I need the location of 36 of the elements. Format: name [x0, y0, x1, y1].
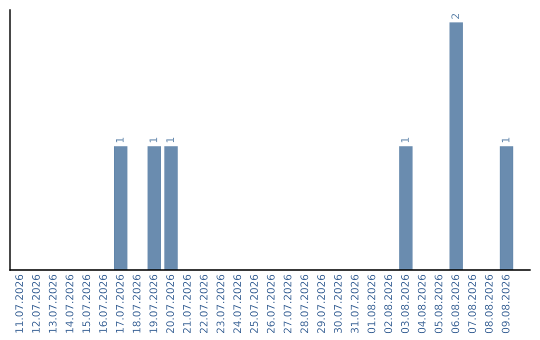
x-tick-label: 09.08.2026 [502, 274, 510, 334]
x-tick-label: 13.07.2026 [48, 274, 57, 333]
x-tick-label: 27.07.2026 [284, 274, 292, 334]
x-tick-label: 25.07.2026 [250, 274, 258, 334]
x-tick-label: 15.07.2026 [82, 274, 90, 333]
data-label: 1 [502, 138, 510, 142]
x-tick-label: 30.07.2026 [334, 274, 342, 334]
x-tick-label: 20.07.2026 [166, 274, 174, 334]
x-tick-label: 28.07.2026 [300, 274, 308, 334]
x-tick-label: 16.07.2026 [99, 274, 107, 333]
x-tick-label: 26.07.2026 [266, 274, 275, 334]
x-tick-label: 22.07.2026 [200, 274, 208, 334]
x-tick-label: 19.07.2026 [149, 274, 158, 333]
x-tick-label: 02.08.2026 [384, 274, 392, 334]
data-label: 1 [116, 138, 124, 142]
x-tick-label: 04.08.2026 [418, 274, 426, 334]
data-label: 1 [150, 138, 158, 142]
x-tick-label: 06.08.2026 [451, 274, 460, 334]
x-tick-label: 29.07.2026 [317, 274, 326, 334]
data-label: 2 [451, 14, 460, 19]
x-tick-label: 14.07.2026 [66, 274, 74, 333]
data-label: 1 [401, 138, 409, 142]
x-tick-label: 05.08.2026 [434, 274, 442, 334]
x-tick-label: 21.07.2026 [182, 274, 191, 334]
x-tick-label: 03.08.2026 [401, 274, 409, 334]
x-tick-label: 08.08.2026 [484, 274, 493, 334]
x-tick-label: 18.07.2026 [132, 274, 141, 333]
x-tick-label: 17.07.2026 [116, 274, 124, 333]
data-label: 1 [166, 138, 174, 142]
x-tick-label: 23.07.2026 [216, 274, 224, 334]
x-tick-label: 12.07.2026 [32, 274, 40, 333]
x-tick-label: 24.07.2026 [233, 274, 242, 334]
x-tick-label: 31.07.2026 [350, 274, 359, 334]
x-tick-label: 11.07.2026 [15, 274, 24, 333]
x-tick-label: 01.08.2026 [367, 274, 376, 334]
x-tick-label: 07.08.2026 [468, 274, 476, 334]
